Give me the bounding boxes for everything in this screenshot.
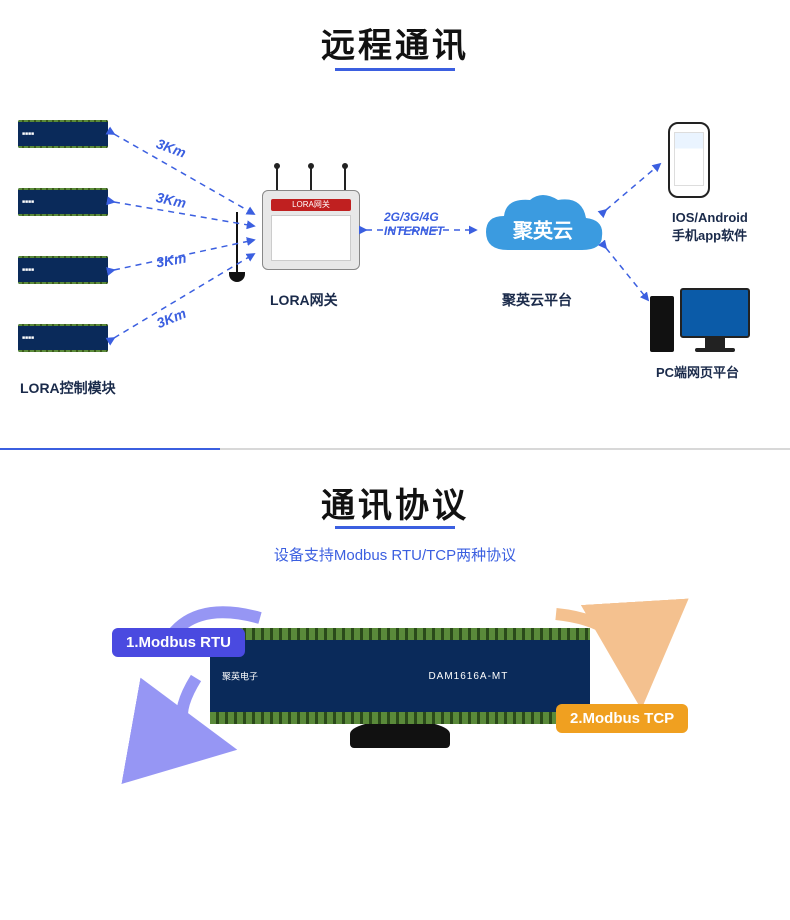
- infographic-canvas: 远程通讯 ■■■■ ■■■■ ■■■■ ■■■■ LORA控制模块 LORA网关…: [0, 0, 790, 802]
- lora-module-2: ■■■■: [18, 188, 108, 216]
- gateway-antenna-3: [344, 166, 346, 190]
- gateway-antenna-1: [276, 166, 278, 190]
- device-brand: 聚英电子: [222, 670, 258, 683]
- edge-internet: 2G/3G/4G INTERNET: [384, 210, 444, 239]
- phone-node: [668, 122, 710, 198]
- pc-node: [680, 288, 750, 352]
- gateway-device-text: LORA网关: [271, 199, 351, 211]
- edge-internet-line1: 2G/3G/4G: [384, 210, 439, 224]
- edge-km-2: 3Km: [155, 189, 188, 211]
- device-model: DAM1616A-MT: [428, 671, 508, 682]
- section-divider: [0, 448, 790, 450]
- phone-label-line1: IOS/Android: [672, 210, 748, 225]
- edge-internet-line2: INTERNET: [384, 224, 444, 238]
- lora-modules-label: LORA控制模块: [20, 378, 116, 398]
- gateway-external-antenna: [236, 212, 245, 282]
- badge-modbus-tcp: 2.Modbus TCP: [556, 704, 688, 733]
- lora-module-1: ■■■■: [18, 120, 108, 148]
- phone-label: IOS/Android 手机app软件: [672, 210, 748, 244]
- lora-gateway-label: LORA网关: [270, 290, 338, 310]
- edge-km-1: 3Km: [154, 135, 188, 160]
- lora-module-3: ■■■■: [18, 256, 108, 284]
- gateway-antenna-2: [310, 166, 312, 190]
- section2-title: 通讯协议: [321, 478, 469, 527]
- modbus-device: 聚英电子 DAM1616A-MT: [210, 636, 590, 716]
- section1-title: 远程通讯: [321, 18, 469, 67]
- lora-gateway: LORA网关: [262, 190, 360, 270]
- section2-underline: [335, 526, 455, 529]
- phone-label-line2: 手机app软件: [672, 228, 747, 243]
- section2-subtitle: 设备支持Modbus RTU/TCP两种协议: [274, 544, 516, 565]
- cloud-label: 聚英云平台: [502, 290, 572, 310]
- lora-module-4: ■■■■: [18, 324, 108, 352]
- cloud-text: 聚英云: [513, 215, 573, 244]
- badge-modbus-rtu: 1.Modbus RTU: [112, 628, 245, 657]
- cloud-node: 聚英云: [478, 190, 608, 268]
- edge-km-4: 3Km: [154, 305, 188, 331]
- edge-km-3: 3Km: [155, 249, 188, 270]
- section1-underline: [335, 68, 455, 71]
- pc-label: PC端网页平台: [656, 362, 739, 381]
